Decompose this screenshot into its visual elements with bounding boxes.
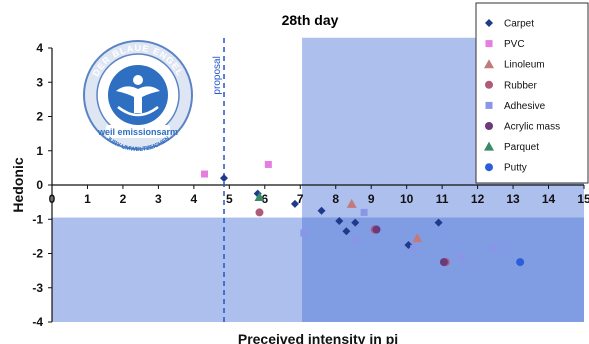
y-tick-label: 1 (36, 144, 43, 158)
legend-marker (484, 141, 494, 151)
legend-entry: Linoleum (504, 60, 545, 71)
logo-center-text: weil emissionsarm (97, 127, 178, 137)
data-point (351, 218, 360, 227)
x-tick-label: 11 (436, 192, 449, 206)
x-tick-label: 9 (368, 192, 375, 206)
legend-marker (485, 19, 493, 27)
x-tick-label: 6 (261, 192, 268, 206)
x-tick-label: 8 (332, 192, 339, 206)
data-point (255, 208, 264, 217)
legend-box (475, 2, 589, 184)
data-point (412, 233, 423, 243)
legend-marker (485, 40, 493, 48)
data-point (264, 160, 272, 168)
legend-entry: PVC (504, 39, 525, 50)
data-point (201, 170, 209, 178)
data-point (372, 225, 381, 234)
legend-marker (485, 122, 493, 130)
data-point (434, 218, 443, 227)
chart-title: 28th day (282, 12, 339, 28)
y-tick-label: 4 (36, 41, 43, 55)
legend-entry: Carpet (504, 19, 534, 30)
data-point (220, 174, 229, 183)
data-point (342, 227, 351, 236)
legend: Carpet PVC Linoleum Rubber Adhesive Acrylic m… (475, 2, 589, 184)
shaded-region (52, 217, 584, 322)
y-tick-label: 2 (36, 110, 43, 124)
y-tick-label: -2 (32, 247, 43, 261)
data-point (254, 191, 265, 201)
y-tick-label: -1 (32, 212, 43, 226)
y-tick-label: -4 (32, 315, 43, 329)
legend-entry: Parquet (504, 142, 539, 153)
proposal-label: proposal (212, 56, 223, 94)
data-point (300, 229, 308, 237)
y-tick-label: 0 (36, 178, 43, 192)
x-tick-label: 15 (577, 192, 589, 206)
legend-marker (485, 80, 493, 89)
y-tick-label: 3 (36, 75, 43, 89)
legend-marker (485, 101, 493, 109)
data-points (201, 160, 525, 267)
legend-entry: Rubber (504, 80, 537, 91)
x-tick-label: 1 (84, 192, 91, 206)
legend-entry: Acrylic mass (504, 122, 560, 133)
x-tick-label: 7 (297, 192, 304, 206)
legend-entry: Putty (504, 163, 527, 174)
data-point (458, 253, 466, 261)
blue-angel-logo: DER BLAUE ENGEL weil emissionsarm JURY U… (83, 40, 193, 153)
data-point (410, 244, 418, 252)
x-tick-label: 4 (191, 192, 198, 206)
x-tick-label: 3 (155, 192, 162, 206)
x-tick-label: 2 (120, 192, 127, 206)
y-axis-label: Hedonic (10, 157, 26, 212)
data-point (516, 258, 525, 267)
x-tick-label: 12 (471, 192, 485, 206)
data-point (490, 244, 498, 252)
data-point (353, 236, 361, 244)
data-point (439, 258, 448, 267)
data-point (317, 206, 326, 215)
data-point (346, 198, 357, 208)
x-axis-label: Preceived intensity in pi (238, 331, 398, 344)
data-point (335, 216, 344, 225)
data-point (360, 208, 368, 216)
x-tick-label: 5 (226, 192, 233, 206)
proposal-line: proposal (212, 38, 225, 322)
legend-marker (485, 163, 493, 172)
x-tick-label: 10 (400, 192, 414, 206)
x-tick-label: 13 (506, 192, 520, 206)
data-point (290, 199, 299, 208)
x-tick-label: 14 (542, 192, 556, 206)
legend-entry: Adhesive (504, 101, 546, 112)
x-tick-label: 0 (49, 192, 56, 206)
y-tick-label: -3 (32, 281, 43, 295)
legend-marker (484, 59, 494, 69)
